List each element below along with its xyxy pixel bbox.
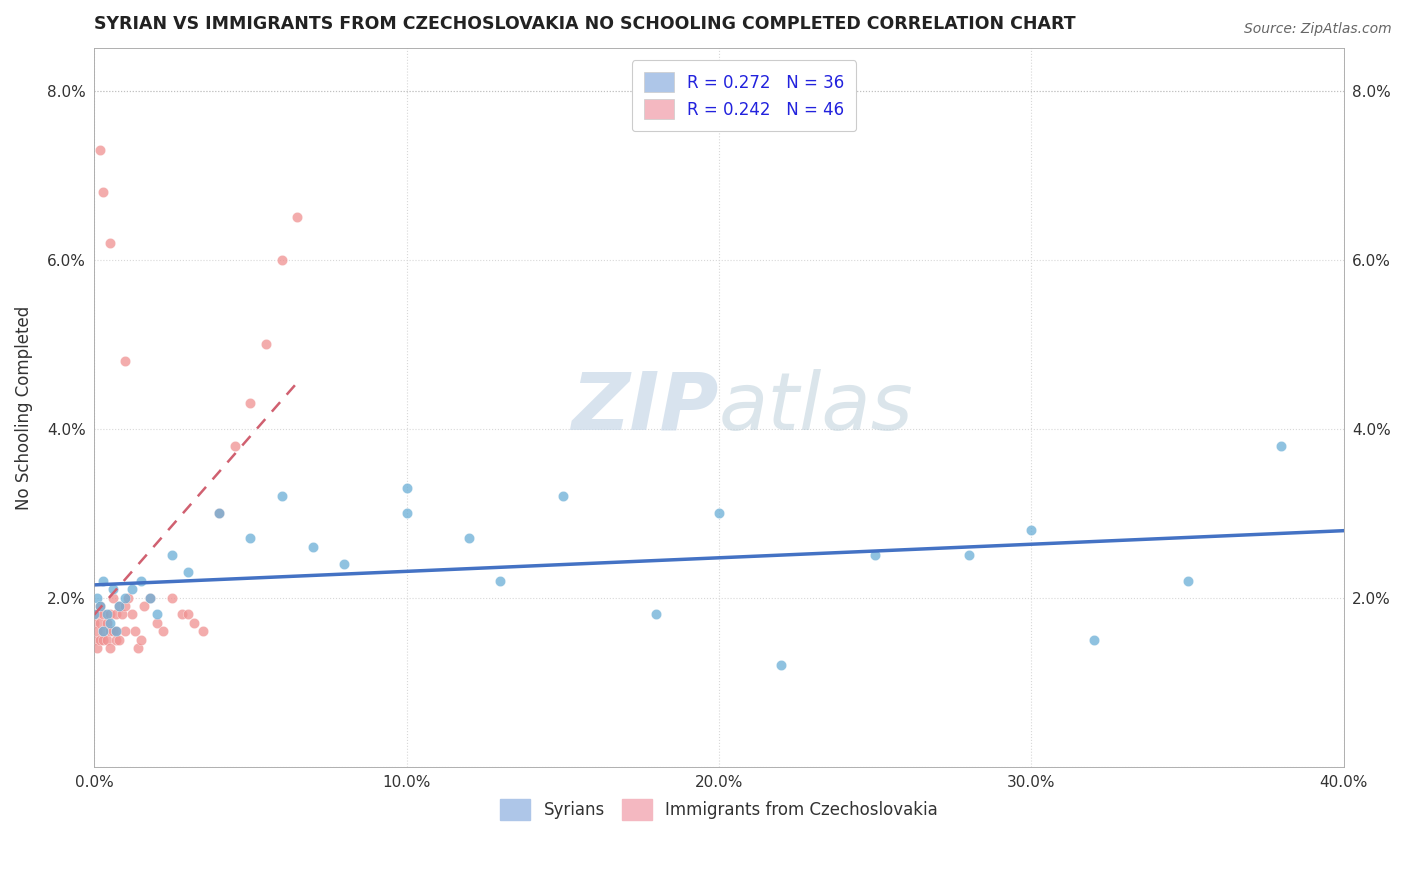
Point	[114, 599, 136, 613]
Point	[114, 624, 136, 639]
Point	[254, 337, 277, 351]
Point	[89, 599, 111, 613]
Point	[96, 632, 118, 647]
Point	[177, 607, 200, 622]
Point	[89, 143, 111, 157]
Point	[83, 607, 105, 622]
Point	[111, 607, 134, 622]
Point	[124, 624, 146, 639]
Point	[208, 506, 231, 520]
Point	[121, 607, 143, 622]
Point	[89, 615, 111, 630]
Point	[129, 632, 152, 647]
Point	[239, 396, 262, 410]
Point	[1083, 632, 1105, 647]
Point	[132, 599, 155, 613]
Point	[108, 632, 131, 647]
Point	[83, 632, 105, 647]
Point	[101, 591, 124, 605]
Point	[98, 641, 121, 656]
Point	[139, 591, 162, 605]
Point	[1021, 523, 1043, 537]
Text: Source: ZipAtlas.com: Source: ZipAtlas.com	[1244, 22, 1392, 37]
Point	[707, 506, 730, 520]
Point	[108, 599, 131, 613]
Point	[98, 235, 121, 250]
Y-axis label: No Schooling Completed: No Schooling Completed	[15, 305, 32, 509]
Text: ZIP: ZIP	[572, 368, 718, 447]
Point	[193, 624, 215, 639]
Point	[86, 591, 108, 605]
Point	[104, 624, 127, 639]
Text: SYRIAN VS IMMIGRANTS FROM CZECHOSLOVAKIA NO SCHOOLING COMPLETED CORRELATION CHAR: SYRIAN VS IMMIGRANTS FROM CZECHOSLOVAKIA…	[94, 15, 1076, 33]
Point	[127, 641, 149, 656]
Point	[160, 591, 183, 605]
Point	[93, 624, 115, 639]
Point	[145, 615, 167, 630]
Text: atlas: atlas	[718, 368, 914, 447]
Point	[1177, 574, 1199, 588]
Point	[114, 591, 136, 605]
Point	[145, 607, 167, 622]
Point	[101, 582, 124, 596]
Point	[395, 481, 418, 495]
Point	[139, 591, 162, 605]
Point	[98, 615, 121, 630]
Point	[86, 607, 108, 622]
Point	[86, 624, 108, 639]
Point	[170, 607, 193, 622]
Point	[104, 624, 127, 639]
Point	[395, 506, 418, 520]
Point	[108, 599, 131, 613]
Point	[98, 624, 121, 639]
Legend: Syrians, Immigrants from Czechoslovakia: Syrians, Immigrants from Czechoslovakia	[494, 793, 945, 827]
Point	[114, 354, 136, 368]
Point	[121, 582, 143, 596]
Point	[770, 658, 793, 673]
Point	[1270, 438, 1292, 452]
Point	[129, 574, 152, 588]
Point	[183, 615, 205, 630]
Point	[86, 641, 108, 656]
Point	[551, 489, 574, 503]
Point	[117, 591, 139, 605]
Point	[98, 607, 121, 622]
Point	[160, 549, 183, 563]
Point	[270, 252, 292, 267]
Point	[96, 615, 118, 630]
Point	[957, 549, 980, 563]
Point	[89, 632, 111, 647]
Point	[104, 607, 127, 622]
Point	[93, 185, 115, 199]
Point	[96, 607, 118, 622]
Point	[489, 574, 512, 588]
Point	[208, 506, 231, 520]
Point	[101, 624, 124, 639]
Point	[645, 607, 668, 622]
Point	[239, 532, 262, 546]
Point	[89, 599, 111, 613]
Point	[93, 624, 115, 639]
Point	[458, 532, 481, 546]
Point	[93, 632, 115, 647]
Point	[285, 211, 308, 225]
Point	[93, 607, 115, 622]
Point	[333, 557, 356, 571]
Point	[270, 489, 292, 503]
Point	[93, 574, 115, 588]
Point	[301, 540, 323, 554]
Point	[177, 566, 200, 580]
Point	[83, 615, 105, 630]
Point	[863, 549, 886, 563]
Point	[152, 624, 174, 639]
Point	[104, 632, 127, 647]
Point	[224, 438, 246, 452]
